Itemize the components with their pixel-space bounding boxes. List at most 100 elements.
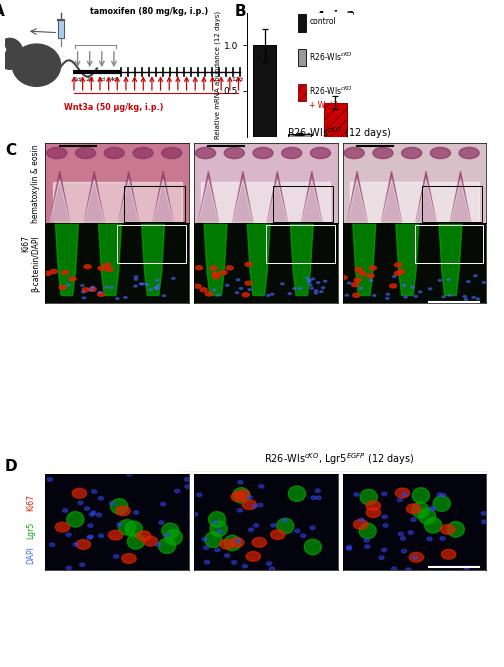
Circle shape — [252, 538, 267, 547]
Circle shape — [322, 287, 325, 289]
Circle shape — [235, 490, 250, 500]
Circle shape — [220, 540, 234, 549]
Polygon shape — [199, 171, 218, 222]
Circle shape — [196, 147, 216, 159]
Circle shape — [225, 554, 230, 558]
Circle shape — [307, 281, 310, 283]
Ellipse shape — [209, 512, 226, 527]
Circle shape — [141, 283, 145, 285]
Circle shape — [213, 521, 218, 524]
Circle shape — [123, 297, 127, 298]
Circle shape — [204, 546, 209, 550]
Circle shape — [442, 550, 456, 559]
Circle shape — [367, 273, 374, 277]
Circle shape — [245, 281, 252, 285]
Circle shape — [252, 504, 257, 508]
Ellipse shape — [418, 508, 435, 524]
Circle shape — [345, 294, 349, 296]
Text: 2d: 2d — [86, 77, 94, 82]
Circle shape — [267, 295, 270, 296]
Ellipse shape — [210, 521, 227, 536]
Text: D: D — [5, 459, 18, 474]
Circle shape — [149, 289, 153, 291]
Circle shape — [314, 292, 318, 294]
Circle shape — [85, 507, 90, 510]
Circle shape — [394, 271, 402, 275]
Circle shape — [438, 279, 442, 281]
Circle shape — [134, 511, 139, 514]
Circle shape — [467, 281, 470, 283]
Circle shape — [242, 293, 249, 297]
Circle shape — [482, 520, 487, 524]
Circle shape — [282, 147, 302, 159]
Circle shape — [463, 295, 466, 297]
Circle shape — [373, 147, 393, 159]
Circle shape — [413, 556, 418, 559]
Circle shape — [301, 534, 306, 538]
Circle shape — [55, 522, 70, 532]
Polygon shape — [118, 179, 139, 222]
Circle shape — [459, 147, 479, 159]
Circle shape — [215, 548, 220, 552]
Circle shape — [442, 296, 446, 297]
Polygon shape — [98, 223, 121, 295]
Circle shape — [379, 556, 384, 560]
Bar — [414, 225, 483, 263]
Circle shape — [271, 524, 276, 527]
Circle shape — [364, 539, 369, 542]
Ellipse shape — [165, 530, 182, 545]
Text: A: A — [0, 4, 5, 19]
Circle shape — [154, 287, 158, 289]
Circle shape — [437, 493, 442, 496]
Circle shape — [114, 555, 119, 558]
Circle shape — [200, 287, 207, 291]
Polygon shape — [451, 171, 471, 222]
Circle shape — [298, 287, 302, 289]
Circle shape — [271, 293, 274, 295]
Circle shape — [220, 271, 227, 275]
Circle shape — [108, 530, 123, 540]
Text: Lgr5: Lgr5 — [26, 522, 35, 539]
Ellipse shape — [162, 523, 179, 538]
Circle shape — [267, 562, 272, 566]
Circle shape — [430, 507, 435, 510]
Circle shape — [305, 277, 309, 279]
Circle shape — [212, 272, 219, 276]
Circle shape — [340, 275, 347, 279]
Circle shape — [253, 147, 273, 159]
Polygon shape — [302, 179, 322, 222]
Circle shape — [402, 493, 407, 496]
Circle shape — [314, 289, 318, 291]
Circle shape — [408, 531, 413, 534]
Text: Ki67
β-catenin/DAPI: Ki67 β-catenin/DAPI — [21, 235, 40, 292]
Circle shape — [89, 287, 96, 291]
Circle shape — [354, 493, 359, 496]
Ellipse shape — [360, 490, 377, 505]
Circle shape — [134, 285, 137, 287]
Polygon shape — [439, 223, 462, 295]
Circle shape — [440, 537, 445, 540]
Text: hematoxylin & eosin: hematoxylin & eosin — [31, 144, 40, 223]
Circle shape — [231, 492, 245, 502]
Circle shape — [97, 292, 105, 296]
Polygon shape — [153, 171, 173, 222]
Circle shape — [185, 485, 190, 488]
Circle shape — [98, 534, 104, 538]
Bar — [52, 182, 182, 222]
Circle shape — [402, 550, 407, 553]
Polygon shape — [382, 179, 402, 222]
Circle shape — [355, 267, 362, 271]
Circle shape — [91, 511, 96, 514]
Circle shape — [353, 520, 368, 529]
Circle shape — [134, 278, 138, 280]
Text: 4d: 4d — [110, 77, 118, 82]
Circle shape — [406, 568, 411, 572]
Circle shape — [366, 508, 381, 518]
Circle shape — [115, 297, 119, 299]
Circle shape — [282, 519, 287, 522]
Text: 1d: 1d — [74, 77, 82, 82]
Ellipse shape — [304, 539, 322, 555]
Circle shape — [216, 294, 220, 296]
Bar — [58, 20, 64, 37]
Circle shape — [172, 277, 175, 279]
